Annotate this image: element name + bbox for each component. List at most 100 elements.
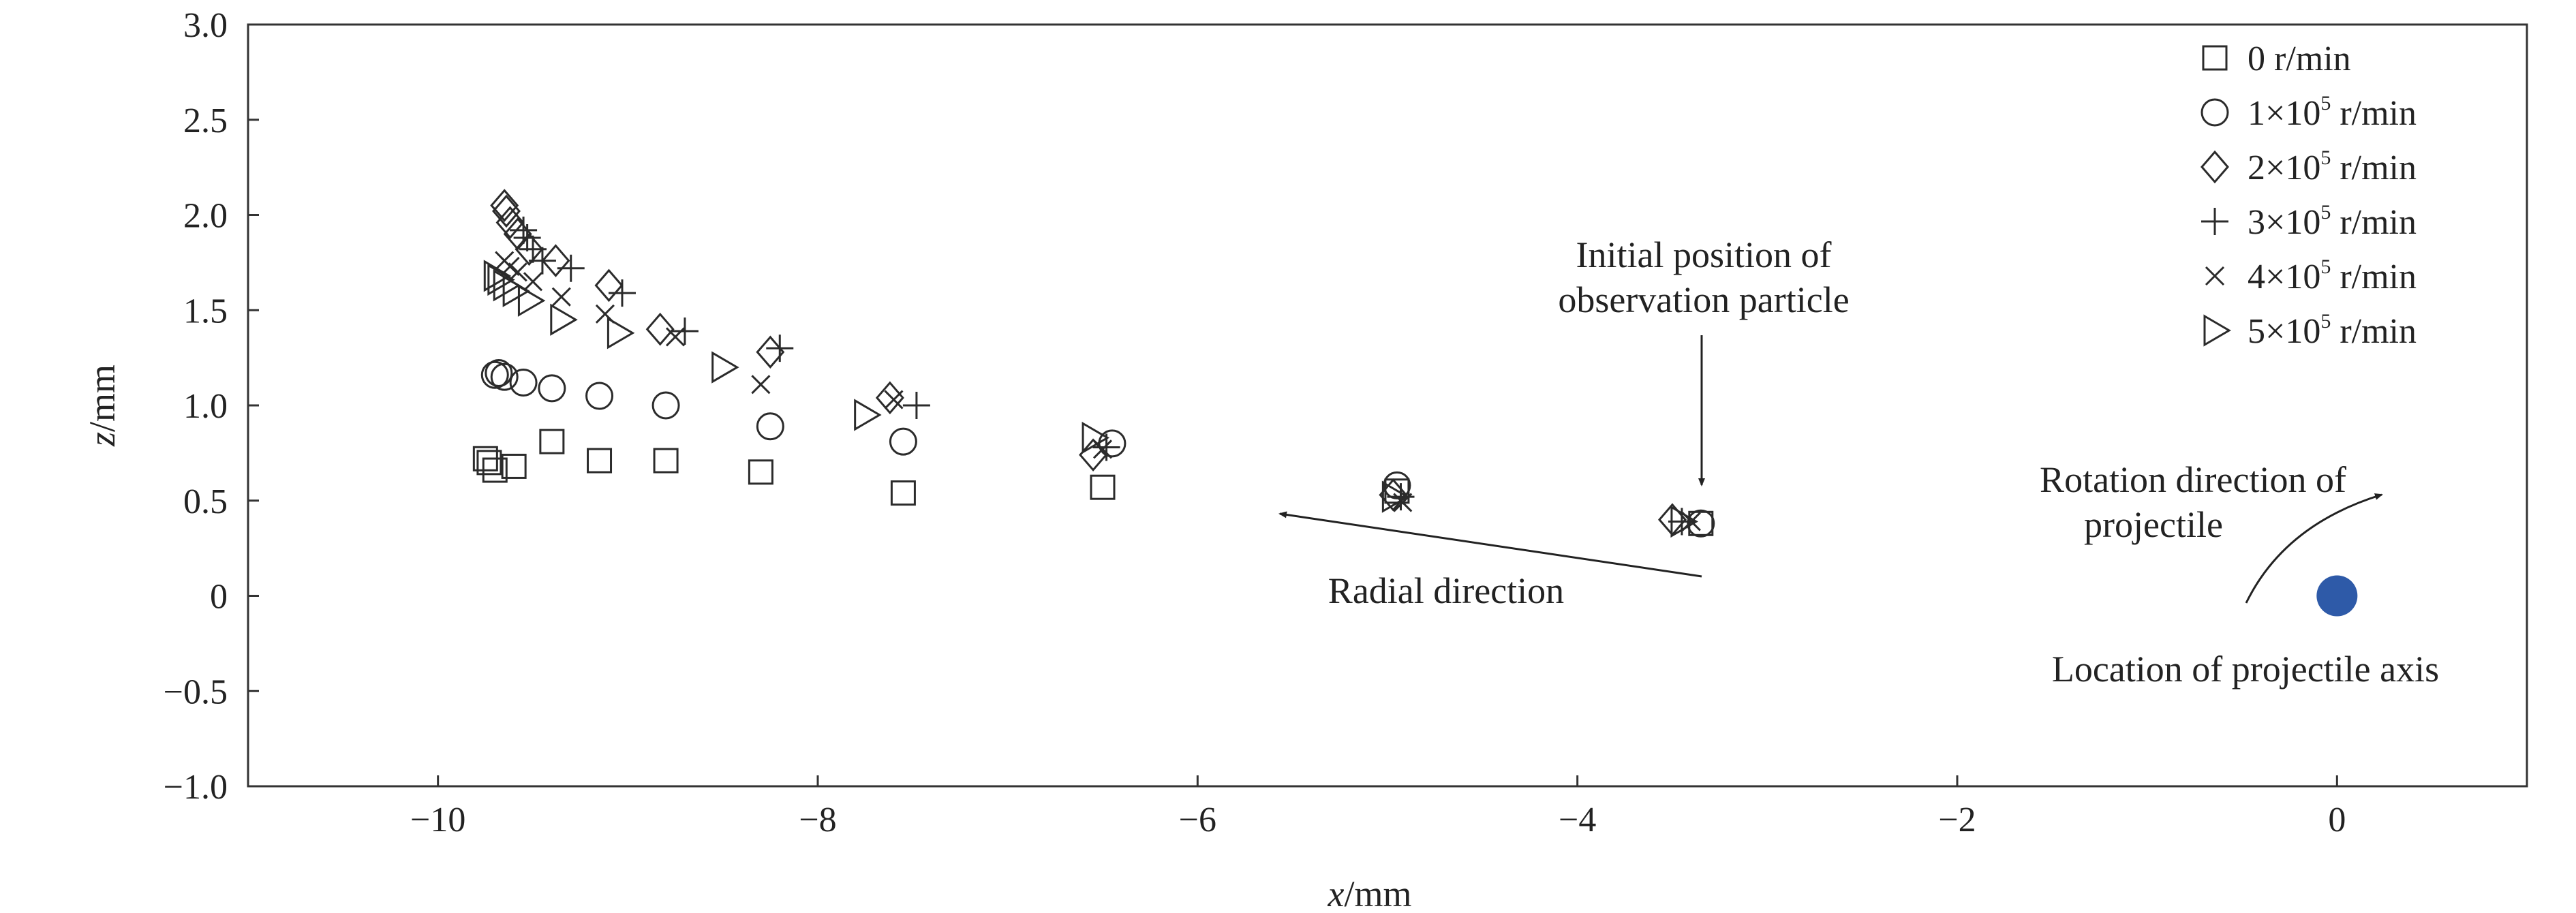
data-point-circle [1687, 509, 1715, 538]
data-point-square [501, 453, 527, 479]
data-point-plus [510, 216, 538, 244]
annotation-initial-position: Initial position of observation particle [1558, 234, 1850, 486]
data-point-plus [608, 279, 636, 307]
y-tick-label: 2.0 [183, 197, 228, 236]
data-point-circle [889, 427, 917, 456]
y-tick-label: 1.0 [183, 387, 228, 426]
data-point-triangle-right [1381, 480, 1410, 513]
data-point-square [1090, 474, 1116, 500]
legend-marker-x [2205, 266, 2225, 286]
data-point-diamond [1079, 438, 1108, 471]
data-point-triangle-right [483, 260, 512, 292]
data-point-triangle-right [550, 303, 578, 336]
x-tick-label: −6 [1179, 801, 1216, 839]
data-point-triangle-right [1082, 421, 1110, 454]
legend-item: 5×105 r/min [2203, 310, 2417, 351]
annotation-initial-position-line1: Initial position of [1576, 234, 1832, 275]
data-point-diamond [492, 194, 521, 228]
legend-item: 4×105 r/min [2205, 256, 2417, 296]
data-point-square [587, 448, 613, 474]
data-point-circle [756, 412, 784, 441]
radial-direction-arrow [1278, 511, 1702, 578]
data-point-square [653, 448, 679, 474]
annotation-rotation-direction: Rotation direction of projectile [2040, 459, 2383, 604]
legend-item: 2×105 r/min [2201, 146, 2417, 187]
legend-item: 3×105 r/min [2201, 201, 2417, 242]
y-tick-label: 0 [210, 578, 228, 617]
data-point-plus [766, 335, 794, 362]
x-tick-label: −2 [1938, 801, 1976, 839]
y-axis-title: z/mm [82, 365, 123, 447]
data-point-x [495, 251, 515, 270]
data-point-x [751, 375, 771, 394]
data-point-triangle-right [1670, 505, 1698, 538]
x-axis-title: x/mm [1328, 873, 1412, 913]
data-point-plus [671, 317, 699, 345]
series-plus [510, 216, 1696, 536]
data-point-diamond [490, 189, 519, 222]
data-point-diamond [594, 268, 624, 303]
data-point-plus [513, 224, 541, 252]
data-point-square [890, 480, 916, 506]
annotation-rotation-line1: Rotation direction of [2040, 459, 2346, 500]
data-point-circle [585, 382, 614, 410]
data-point-triangle-right [854, 399, 882, 431]
legend-label: 3×105 r/min [2248, 201, 2417, 242]
series-diamond [490, 189, 1687, 536]
data-point-plus [519, 235, 547, 263]
series-triangle-right [483, 260, 1698, 538]
y-tick-label: 3.0 [183, 6, 228, 45]
legend-marker-square [2202, 45, 2228, 71]
annotation-axis-location: Location of projectile axis [2052, 649, 2439, 690]
annotation-initial-position-line2: observation particle [1558, 279, 1849, 320]
data-point-diamond [1379, 478, 1408, 512]
y-tick-label: −0.5 [164, 672, 228, 711]
data-point-triangle-right [607, 317, 635, 350]
data-point-circle [1383, 471, 1411, 499]
data-point-x [665, 327, 686, 347]
legend-item: 0 r/min [2202, 40, 2351, 78]
series-circle [480, 358, 1715, 538]
legend: 0 r/min 1×105 r/min 2×105 r/min 3×105 r/min… [2201, 40, 2417, 351]
y-tick-label: 2.5 [183, 102, 228, 140]
legend-label: 1×105 r/min [2248, 92, 2417, 133]
data-point-triangle-right [487, 263, 515, 296]
legend-marker-plus [2201, 208, 2228, 235]
data-point-circle [538, 374, 566, 403]
data-point-x [551, 287, 571, 307]
data-point-x [1092, 439, 1113, 459]
data-point-circle [480, 360, 509, 389]
data-points [472, 189, 1715, 538]
data-point-diamond [645, 312, 675, 346]
x-tick-label: −10 [410, 801, 465, 839]
data-point-circle [509, 368, 538, 397]
data-point-circle [490, 362, 519, 391]
data-point-square [539, 429, 565, 454]
data-point-square [476, 450, 502, 476]
rotation-direction-arrow [2245, 493, 2383, 604]
data-point-diamond [541, 244, 570, 277]
legend-item: 1×105 r/min [2201, 92, 2417, 133]
annotation-radial-direction-label: Radial direction [1328, 570, 1564, 611]
data-point-plus [1387, 483, 1415, 511]
x-tick-label: 0 [2328, 801, 2346, 839]
y-tick-label: 1.5 [183, 292, 228, 330]
series-x [495, 251, 1701, 531]
data-point-plus [557, 254, 585, 282]
projectile-axis-point [2316, 575, 2358, 617]
x-tick-label: −4 [1559, 801, 1596, 839]
data-point-circle [485, 358, 513, 387]
data-point-x [523, 272, 543, 292]
y-axis: 3.0 2.5 2.0 1.5 1.0 0.5 0 −0.5 −1.0 [164, 6, 259, 807]
y-tick-label: −1.0 [164, 768, 228, 807]
legend-marker-diamond [2201, 150, 2229, 184]
data-point-circle [651, 391, 680, 420]
data-point-square [472, 446, 498, 471]
annotation-rotation-line2: projectile [2084, 504, 2223, 545]
data-point-square [748, 459, 773, 485]
legend-label: 0 r/min [2248, 40, 2351, 78]
data-point-diamond [875, 381, 904, 415]
x-tick-label: −8 [799, 801, 836, 839]
legend-label: 4×105 r/min [2248, 256, 2417, 296]
data-point-x [884, 390, 904, 409]
